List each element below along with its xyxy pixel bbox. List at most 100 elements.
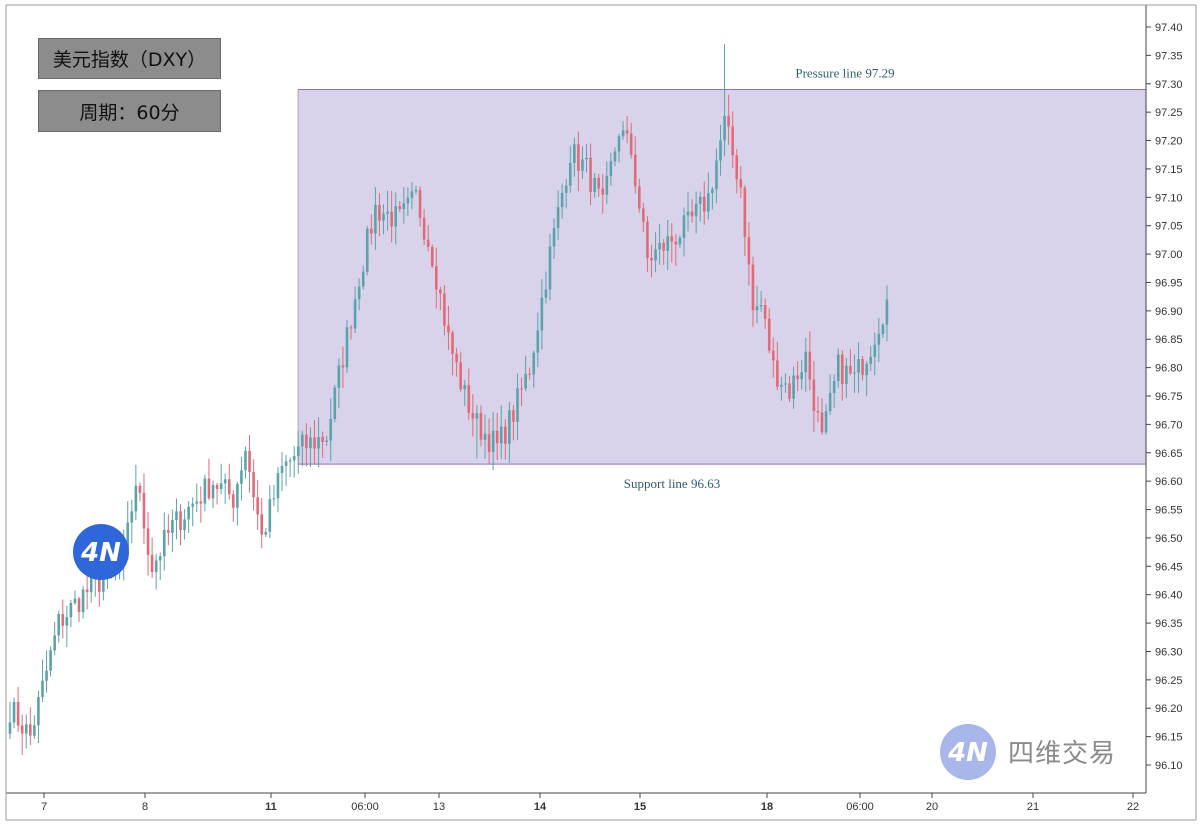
candle-body bbox=[244, 450, 247, 471]
candle-body bbox=[747, 237, 751, 265]
candle bbox=[508, 402, 511, 463]
candle bbox=[495, 412, 499, 461]
candle-body bbox=[276, 473, 280, 499]
candle-body bbox=[439, 289, 442, 294]
x-tick-label: 18 bbox=[761, 801, 773, 813]
y-tick-label: 96.65 bbox=[1155, 448, 1183, 460]
candle bbox=[305, 422, 308, 467]
candle bbox=[325, 435, 328, 447]
candle-body bbox=[435, 266, 438, 290]
candle-body bbox=[475, 413, 479, 419]
candle bbox=[29, 707, 32, 746]
candle bbox=[483, 414, 487, 459]
candle bbox=[568, 145, 572, 194]
candle-body bbox=[694, 203, 698, 217]
candle bbox=[333, 384, 337, 423]
candle-body bbox=[398, 206, 402, 210]
candle bbox=[77, 596, 81, 623]
candle-body bbox=[158, 556, 162, 561]
brand-logo-text: 4N bbox=[80, 538, 121, 568]
candle bbox=[674, 234, 678, 266]
candle-body bbox=[857, 359, 860, 373]
candle-body bbox=[780, 384, 783, 387]
candle bbox=[536, 312, 540, 367]
candle-body bbox=[167, 530, 170, 533]
candle bbox=[418, 186, 422, 227]
candle-body bbox=[325, 440, 328, 442]
candle-body bbox=[45, 670, 48, 681]
candle bbox=[735, 149, 739, 194]
candle-body bbox=[41, 680, 44, 698]
candle-body bbox=[321, 437, 324, 442]
candle bbox=[845, 358, 848, 399]
candle bbox=[678, 235, 682, 249]
candle bbox=[199, 486, 203, 523]
candle bbox=[53, 621, 56, 656]
candle-body bbox=[532, 352, 536, 375]
candle bbox=[284, 454, 288, 486]
candle bbox=[301, 430, 304, 467]
candle bbox=[175, 498, 178, 540]
candle bbox=[73, 590, 77, 605]
candle-body bbox=[617, 136, 621, 152]
candle-body bbox=[666, 236, 670, 251]
candle-body bbox=[727, 115, 730, 127]
candle bbox=[589, 143, 592, 206]
candle bbox=[443, 285, 446, 336]
candle bbox=[195, 483, 199, 513]
candle-body bbox=[203, 478, 207, 504]
candle-body bbox=[577, 144, 580, 171]
candle bbox=[402, 187, 406, 224]
candle bbox=[658, 223, 661, 265]
candle-body bbox=[589, 157, 592, 192]
candle bbox=[577, 131, 580, 192]
candle bbox=[268, 485, 272, 539]
candle-body bbox=[686, 211, 690, 216]
candle-body bbox=[508, 410, 511, 444]
candle bbox=[211, 480, 215, 508]
candle bbox=[292, 446, 296, 478]
y-tick-label: 96.85 bbox=[1155, 334, 1183, 346]
candle bbox=[341, 346, 345, 389]
candle-body bbox=[849, 365, 852, 374]
y-tick-label: 97.05 bbox=[1155, 221, 1183, 233]
candle-body bbox=[146, 528, 150, 555]
candle bbox=[633, 136, 637, 194]
candle-body bbox=[682, 215, 686, 238]
candle-body bbox=[824, 411, 828, 433]
candle-body bbox=[629, 133, 633, 155]
candle bbox=[646, 216, 649, 272]
candle-body bbox=[650, 258, 653, 261]
candle bbox=[378, 193, 381, 237]
candle bbox=[812, 361, 816, 433]
candle bbox=[382, 204, 385, 235]
candle bbox=[345, 320, 349, 373]
y-tick-label: 96.80 bbox=[1155, 363, 1183, 375]
candle bbox=[463, 380, 467, 406]
candle-body bbox=[215, 484, 219, 489]
candle-body bbox=[560, 192, 564, 208]
candle bbox=[564, 179, 568, 209]
candle-body bbox=[77, 598, 81, 613]
candle bbox=[357, 278, 361, 311]
candle bbox=[272, 484, 276, 506]
y-tick-label: 97.35 bbox=[1155, 50, 1183, 62]
candle-body bbox=[670, 236, 674, 242]
candle-body bbox=[150, 554, 154, 573]
candle-body bbox=[162, 530, 166, 557]
candle bbox=[841, 350, 844, 401]
candle-body bbox=[264, 531, 268, 535]
candle-body bbox=[195, 501, 199, 504]
instrument-badge: 美元指数（DXY） bbox=[38, 38, 221, 79]
candle-body bbox=[134, 485, 138, 512]
candle-body bbox=[130, 511, 134, 523]
candle bbox=[171, 509, 174, 552]
candle-body bbox=[12, 701, 16, 723]
x-tick-label: 8 bbox=[142, 801, 148, 813]
candle bbox=[881, 322, 885, 338]
candle-body bbox=[743, 187, 747, 238]
candle bbox=[374, 187, 377, 250]
candle-body bbox=[455, 353, 458, 363]
candle-body bbox=[410, 191, 414, 198]
candle bbox=[832, 374, 836, 408]
